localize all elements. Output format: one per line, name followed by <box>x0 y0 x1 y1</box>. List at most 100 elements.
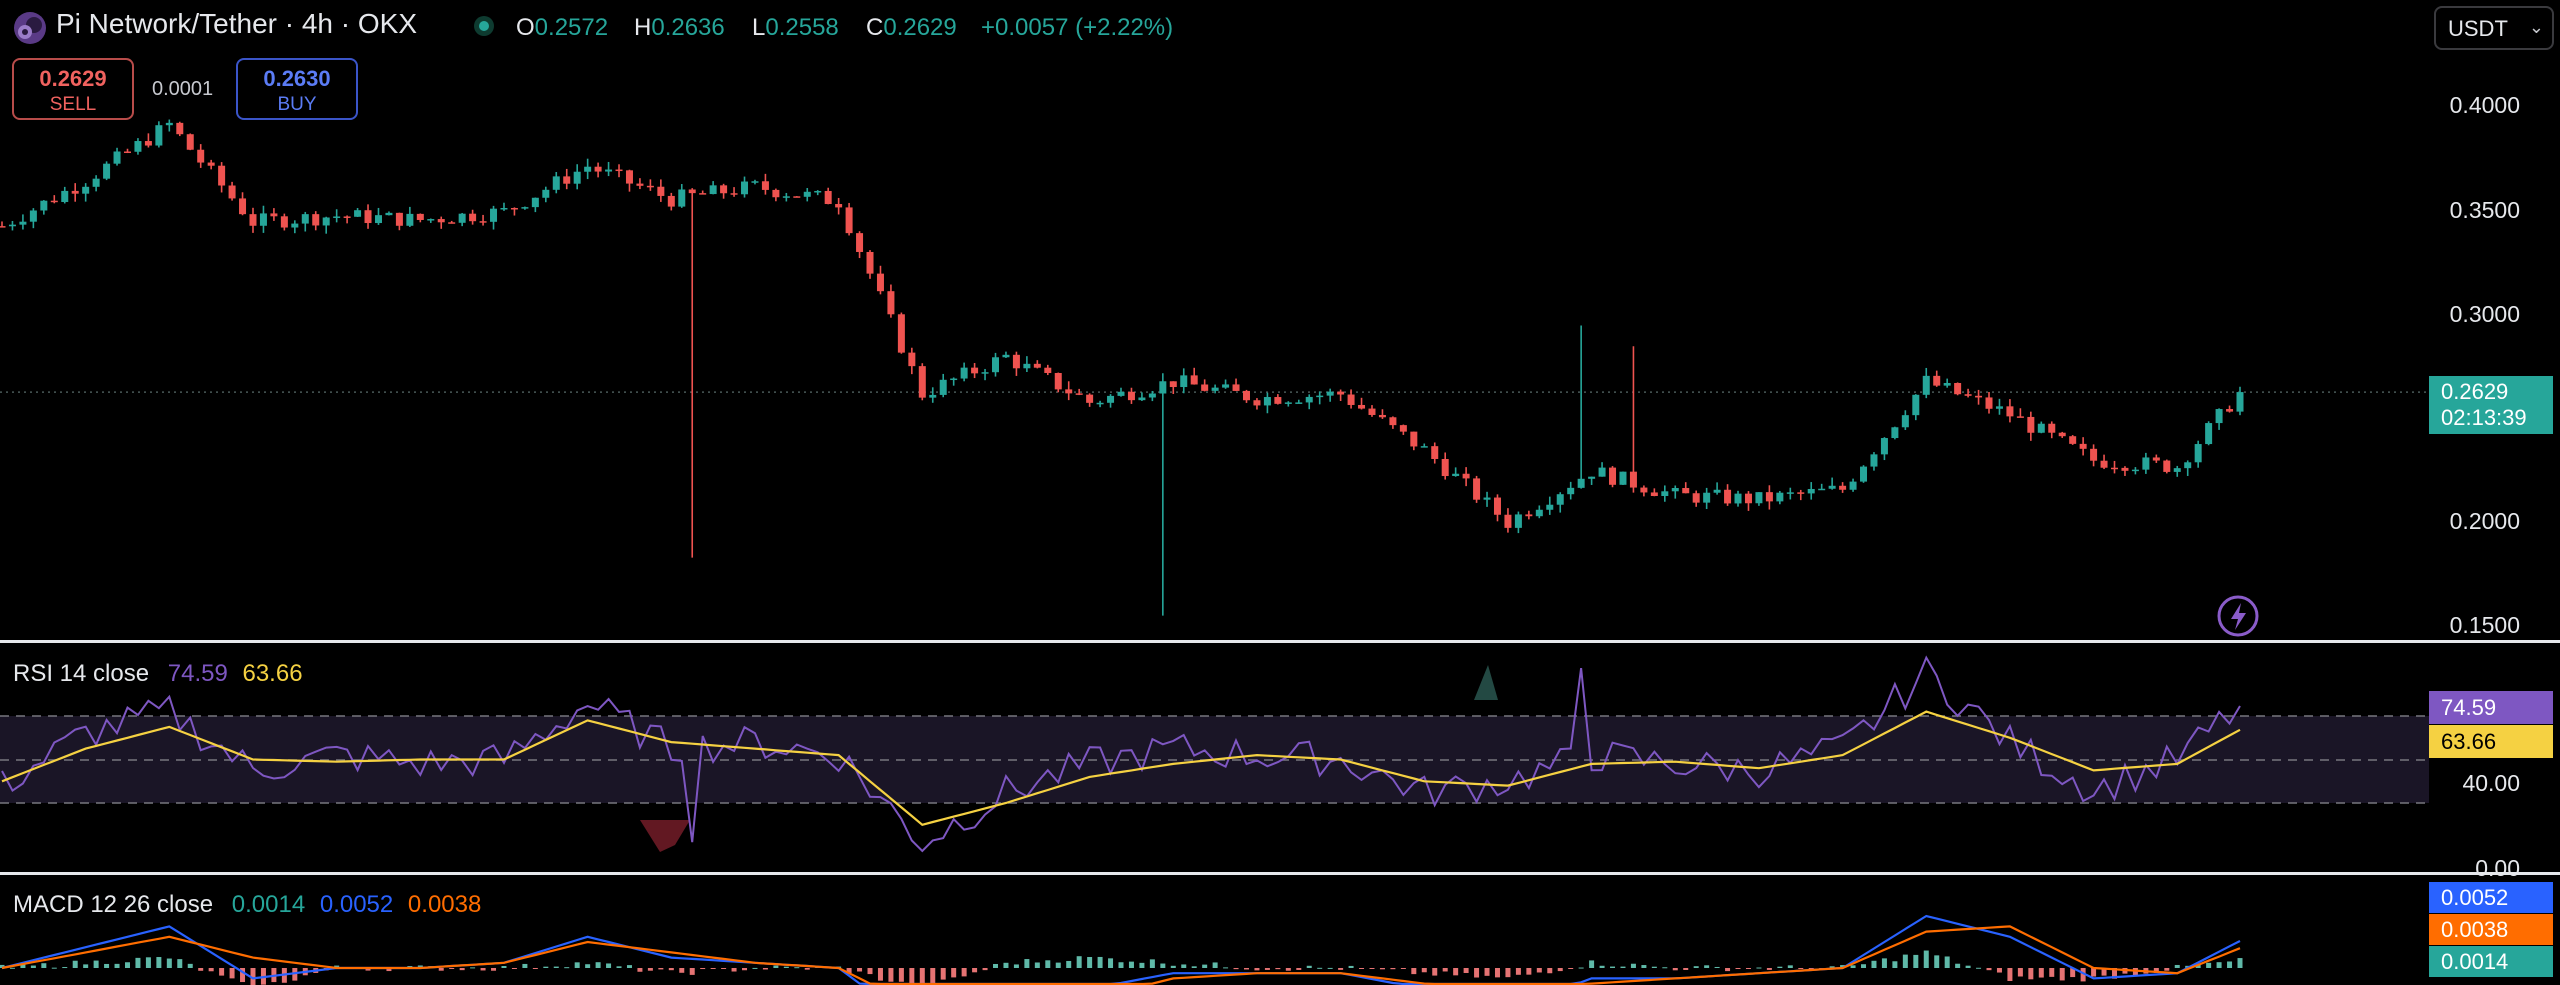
price-tick-label: 0.1500 <box>2449 612 2520 638</box>
buy-label: BUY <box>277 94 317 115</box>
sell-button[interactable]: 0.2629 SELL <box>12 58 134 120</box>
price-candle-body <box>835 204 843 208</box>
macd-histogram-bar <box>2174 964 2180 968</box>
price-candle-body <box>71 190 79 194</box>
macd-histogram-bar <box>1013 964 1019 968</box>
price-candle-body <box>113 151 121 164</box>
price-candle-body <box>1201 384 1209 391</box>
price-candle-body <box>1305 396 1313 403</box>
macd-histogram-bar <box>585 964 591 968</box>
macd-histogram-bar <box>1306 965 1312 968</box>
macd-histogram-bar <box>1934 955 1940 968</box>
price-candle-body <box>1190 375 1198 385</box>
macd-histogram-bar <box>1745 968 1751 969</box>
macd-histogram-bar <box>491 968 497 971</box>
price-candle-body <box>416 213 424 220</box>
price-candle-body <box>971 367 979 374</box>
price-candle-body <box>563 176 571 184</box>
price-candle-body <box>657 186 665 196</box>
macd-histogram-bar <box>637 968 643 972</box>
macd-histogram-bar <box>51 967 57 969</box>
price-candle-body <box>2016 416 2024 418</box>
macd-value-tag: 0.0052 <box>2429 882 2553 913</box>
price-candle-body <box>280 216 288 228</box>
price-candle-body <box>1253 400 1261 406</box>
price-candle-body <box>312 214 320 226</box>
macd-histogram-bar <box>1662 967 1668 969</box>
macd-histogram-bar <box>480 968 486 971</box>
macd-histogram-bar <box>783 966 789 968</box>
macd-histogram-bar <box>166 958 172 968</box>
symbol-title[interactable]: Pi Network/Tether · 4h · OKX <box>56 8 418 39</box>
macd-histogram-bar <box>1243 968 1249 970</box>
rsi-legend[interactable]: RSI 14 close 74.59 63.66 <box>13 660 303 688</box>
price-candle-body <box>1807 488 1815 494</box>
price-candle-body <box>741 181 749 195</box>
price-candle-body <box>1828 485 1836 489</box>
macd-legend[interactable]: MACD 12 26 close 0.0014 0.0052 0.0038 <box>13 891 481 919</box>
macd-histogram-bar <box>731 968 737 972</box>
price-candle-body <box>1797 492 1805 494</box>
macd-histogram-bar <box>1170 965 1176 968</box>
macd-histogram-bar <box>20 963 26 968</box>
price-candle-body <box>1619 471 1627 485</box>
price-candle-body <box>301 214 309 224</box>
macd-histogram-bar <box>1683 968 1689 970</box>
price-candle-body <box>897 314 905 353</box>
macd-histogram-bar <box>898 968 904 982</box>
price-candle-body <box>2184 462 2192 469</box>
macd-histogram-bar <box>1087 957 1093 968</box>
price-candle-body <box>500 208 508 210</box>
pane-divider[interactable] <box>0 872 2560 875</box>
macd-histogram-bar <box>1421 968 1427 973</box>
price-candle-body <box>1452 473 1460 477</box>
price-candle-body <box>1724 489 1732 504</box>
price-candle-body <box>2100 460 2108 468</box>
macd-histogram-bar <box>1568 968 1574 969</box>
macd-histogram-bar <box>1881 958 1887 968</box>
macd-histogram-bar <box>1986 968 1992 971</box>
price-tick-label: 0.3000 <box>2449 301 2520 327</box>
macd-histogram-bar <box>1474 968 1480 978</box>
price-candle-body <box>793 196 801 198</box>
price-candle-body <box>437 219 445 223</box>
price-candle-body <box>207 162 215 166</box>
price-candle-body <box>259 213 267 226</box>
price-candle-body <box>1431 446 1439 459</box>
macd-histogram-bar <box>2132 968 2138 976</box>
macd-histogram-bar <box>616 966 622 968</box>
macd-histogram-bar <box>1348 965 1354 968</box>
price-candle-body <box>1368 408 1376 415</box>
price-candle-body <box>2205 423 2213 445</box>
rsi-tick-label: 0.00 <box>2475 855 2520 881</box>
macd-histogram-bar <box>1223 967 1229 969</box>
price-candle-body <box>2006 406 2014 417</box>
price-candle-body <box>469 213 477 222</box>
price-candle-body <box>605 169 613 172</box>
pane-divider[interactable] <box>0 640 2560 643</box>
price-candle-body <box>981 372 989 374</box>
buy-button[interactable]: 0.2630 BUY <box>236 58 358 120</box>
price-candle-body <box>1044 367 1052 373</box>
price-candle-body <box>1211 387 1219 391</box>
price-candle-body <box>1075 393 1083 395</box>
price-candle-body <box>19 221 27 225</box>
macd-histogram-bar <box>2080 968 2086 982</box>
price-candle-body <box>1577 478 1585 488</box>
macd-histogram-bar <box>501 966 507 968</box>
macd-histogram-bar <box>606 963 612 968</box>
macd-histogram-bar <box>104 963 110 968</box>
macd-histogram-bar <box>1139 962 1145 968</box>
ohlc-change: +0.0057 (+2.22%) <box>981 14 1174 41</box>
price-candle-body <box>197 149 205 163</box>
price-candle-body <box>876 273 884 292</box>
price-tick-label: 0.4000 <box>2449 92 2520 118</box>
price-candle-body <box>1326 391 1334 396</box>
currency-select[interactable]: USDT ⌄ <box>2434 6 2554 50</box>
macd-histogram-bar <box>1108 958 1114 968</box>
price-candle-body <box>1588 476 1596 479</box>
macd-histogram-bar <box>951 968 957 978</box>
lightning-icon[interactable] <box>2217 595 2259 637</box>
macd-histogram-bar <box>658 968 664 970</box>
